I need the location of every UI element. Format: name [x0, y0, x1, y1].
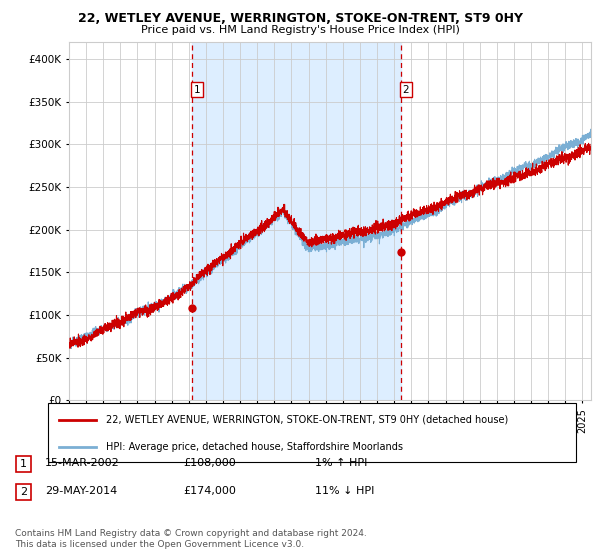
Bar	[192, 42, 401, 400]
Text: 2: 2	[403, 85, 409, 95]
Text: 1: 1	[194, 85, 200, 95]
Text: 11% ↓ HPI: 11% ↓ HPI	[315, 486, 374, 496]
Text: 2: 2	[20, 487, 27, 497]
Text: HPI: Average price, detached house, Staffordshire Moorlands: HPI: Average price, detached house, Staf…	[106, 442, 403, 452]
FancyBboxPatch shape	[16, 484, 31, 500]
FancyBboxPatch shape	[16, 456, 31, 472]
FancyBboxPatch shape	[48, 403, 576, 462]
Text: £108,000: £108,000	[183, 458, 236, 468]
Text: 1% ↑ HPI: 1% ↑ HPI	[315, 458, 367, 468]
Text: 15-MAR-2002: 15-MAR-2002	[45, 458, 120, 468]
Text: 22, WETLEY AVENUE, WERRINGTON, STOKE-ON-TRENT, ST9 0HY (detached house): 22, WETLEY AVENUE, WERRINGTON, STOKE-ON-…	[106, 414, 508, 424]
Text: 1: 1	[20, 459, 27, 469]
Text: 22, WETLEY AVENUE, WERRINGTON, STOKE-ON-TRENT, ST9 0HY: 22, WETLEY AVENUE, WERRINGTON, STOKE-ON-…	[77, 12, 523, 25]
Text: 29-MAY-2014: 29-MAY-2014	[45, 486, 117, 496]
Text: £174,000: £174,000	[183, 486, 236, 496]
Text: Contains HM Land Registry data © Crown copyright and database right 2024.
This d: Contains HM Land Registry data © Crown c…	[15, 529, 367, 549]
Text: Price paid vs. HM Land Registry's House Price Index (HPI): Price paid vs. HM Land Registry's House …	[140, 25, 460, 35]
